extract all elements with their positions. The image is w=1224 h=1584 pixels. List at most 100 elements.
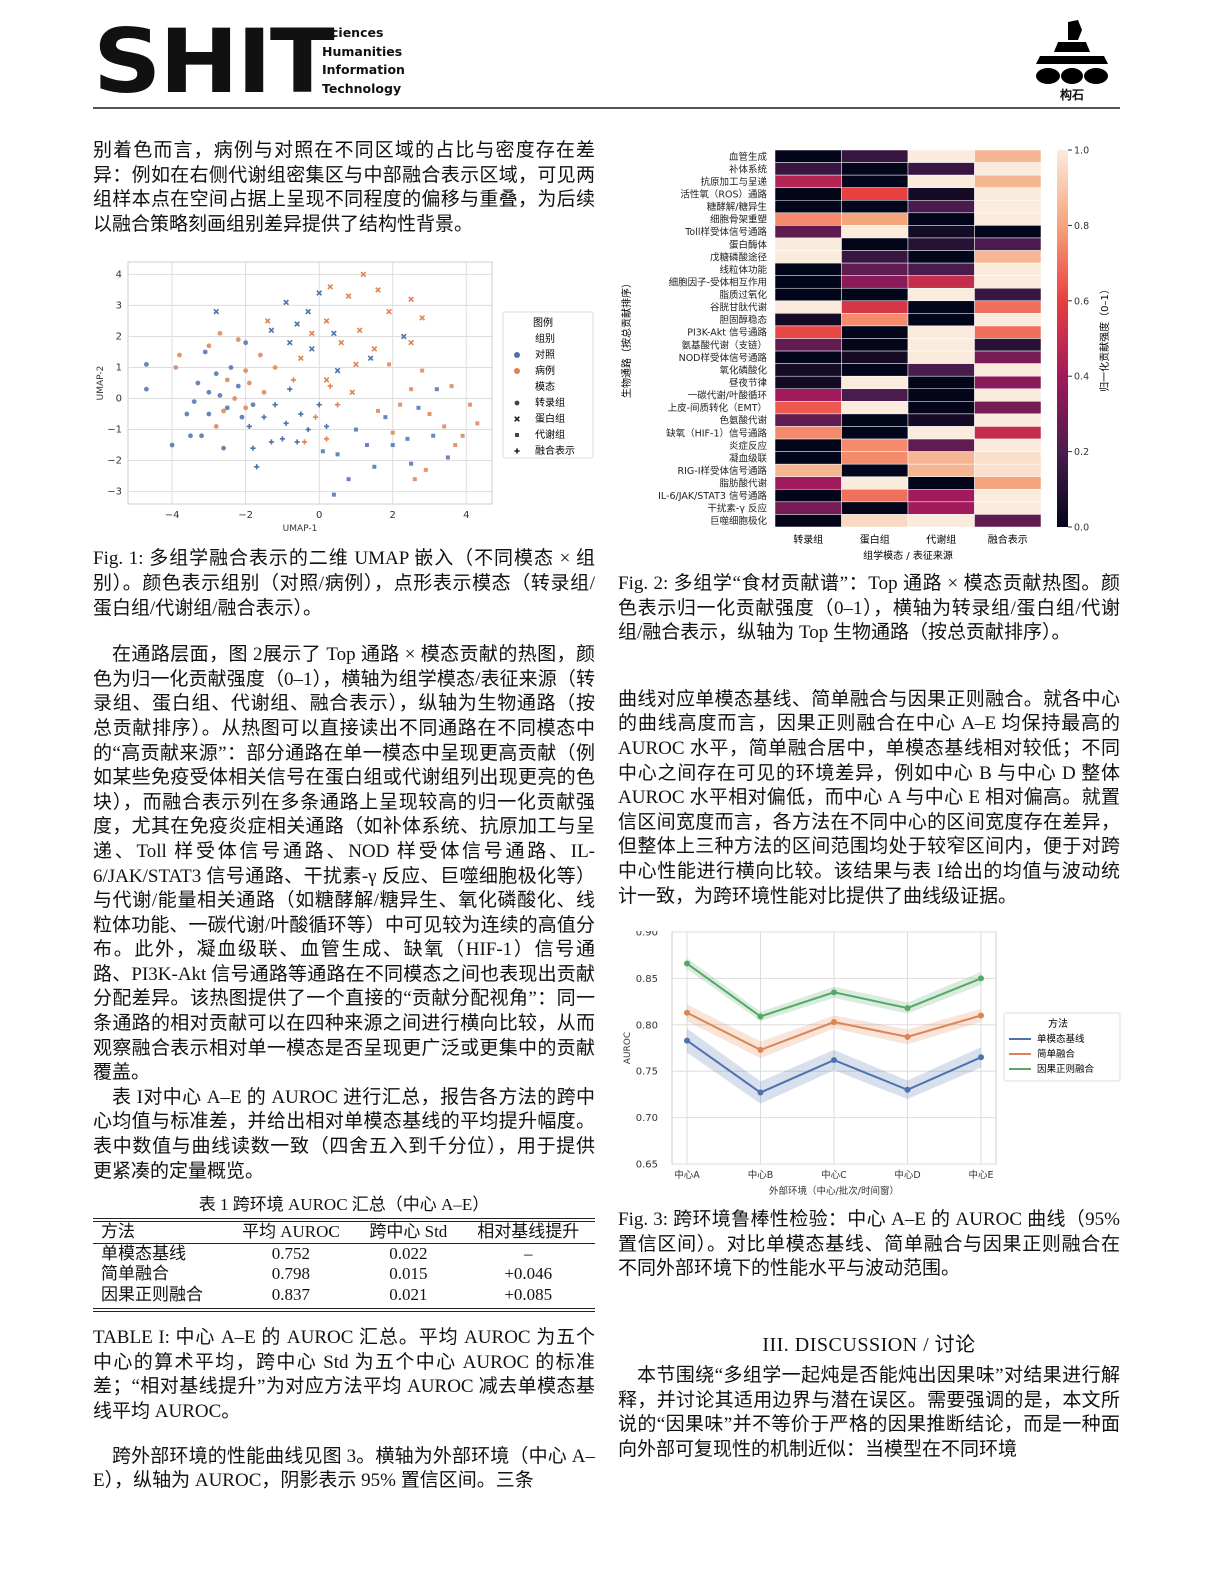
pathway-label: PI3K-Akt 信号通路: [687, 327, 767, 339]
scatter-point: [173, 365, 179, 371]
scatter-point: [217, 393, 223, 399]
heatmap-cell: [774, 300, 842, 314]
scatter-point: [206, 390, 212, 396]
scatter-point: [375, 287, 381, 294]
scatter-point: [323, 377, 330, 384]
heatmap-cell: [774, 174, 842, 188]
pathway-label: 活性氧（ROS）通路: [680, 188, 767, 200]
scatter-point: [254, 464, 260, 470]
scatter-point: [331, 330, 337, 337]
scatter-point: [202, 349, 208, 355]
scatter-point: [386, 309, 392, 315]
heatmap-cell: [974, 463, 1042, 477]
scatter-point: [475, 421, 480, 426]
pathway-label: 干扰素-γ 反应: [707, 503, 767, 515]
heatmap-cell: [774, 438, 842, 452]
scatter-point: [294, 439, 300, 445]
legend-group-title: 组别: [535, 332, 555, 345]
scatter-point: [199, 433, 204, 439]
plot-area: [127, 261, 493, 505]
heatmap-cell: [974, 338, 1042, 352]
scatter-point: [383, 415, 388, 420]
x-tick-label: 中心C: [821, 1169, 847, 1181]
legend-label: 因果正则融合: [1037, 1063, 1095, 1075]
y-tick-label: −3: [107, 487, 122, 498]
heatmap-cell: [907, 275, 975, 289]
scatter-point: [232, 396, 238, 402]
pathway-label: Toll样受体信号通路: [684, 226, 767, 238]
scatter-point: [331, 493, 336, 498]
journal-logo-words: Sciences Humanities Information Technolo…: [322, 24, 405, 98]
confidence-band: [687, 1004, 981, 1059]
heatmap-cell: [841, 401, 909, 415]
legend-label: 代谢组: [535, 428, 565, 441]
scatter-point: [345, 293, 352, 300]
scatter-point: [286, 340, 293, 346]
pathway-label: IL-6/JAK/STAT3 信号通路: [658, 490, 767, 502]
scatter-point: [390, 431, 395, 436]
pathway-heatmap-chart: 血管生成补体系统抗原加工与呈递活性氧（ROS）通路糖酵解/糖异生细胞骨架重塑To…: [620, 146, 1111, 563]
x-tick-label: 4: [463, 510, 469, 521]
x-axis-label: 外部环境（中心/批次/时间窗）: [769, 1185, 899, 1197]
colorbar-tick-label: 1.0: [1074, 146, 1089, 157]
scatter-point: [431, 434, 436, 439]
body-paragraph: 跨外部环境的性能曲线见图 3。横轴为外部环境（中心 A–E），纵轴为 AUROC…: [93, 1445, 595, 1492]
y-tick-label: −1: [107, 425, 122, 436]
heatmap-cell: [974, 200, 1042, 214]
body-paragraph: 本节围绕“多组学一起炖是否能炖出因果味”对结果进行解释，并讨论其适用边界与潜在误…: [618, 1364, 1120, 1460]
scatter-point: [206, 412, 212, 417]
heatmap-cell: [774, 476, 842, 490]
scatter-point: [364, 443, 369, 448]
heatmap-cell: [841, 489, 909, 503]
column-header: 方法: [93, 1222, 227, 1244]
heatmap-cell: [841, 514, 909, 528]
scatter-point: [213, 309, 220, 315]
gain-cell: –: [523, 1243, 533, 1263]
data-point: [684, 1037, 690, 1044]
heatmap-cell: [907, 451, 975, 465]
scatter-point: [243, 368, 249, 374]
heatmap-cell: [841, 275, 909, 289]
colorbar-tick-label: 0.8: [1074, 221, 1089, 232]
heatmap-cell: [774, 350, 842, 364]
scatter-point: [272, 365, 278, 371]
x-tick-label: 0: [316, 510, 322, 521]
scatter-point: [434, 387, 439, 392]
heatmap-cell: [774, 489, 842, 503]
heatmap-cell: [841, 451, 909, 465]
x-tick-label: 中心B: [748, 1169, 774, 1181]
scatter-point: [246, 380, 252, 386]
heatmap-cell: [907, 514, 975, 528]
column-header: 跨中心 Std: [355, 1222, 462, 1244]
journal-logo: SHIT: [93, 10, 335, 113]
stone-logo-caption: 构石: [1059, 88, 1084, 102]
scatter-point: [297, 355, 304, 362]
pathway-label: 细胞骨架重塑: [710, 214, 768, 226]
heatmap-cell: [774, 413, 842, 427]
heatmap-cell: [907, 463, 975, 477]
heatmap-cell: [974, 300, 1042, 314]
legend-title: 图例: [533, 316, 553, 329]
body-paragraph: 在通路层面，图 2展示了 Top 通路 × 模态贡献的热图，颜色为归一化贡献强度…: [93, 644, 595, 1084]
heatmap-cell: [841, 350, 909, 364]
scatter-point: [323, 318, 330, 325]
pathway-label: 线粒体功能: [719, 264, 767, 276]
legend-label: 对照: [535, 348, 555, 361]
heatmap-cell: [841, 375, 909, 390]
legend-label: 单模态基线: [1037, 1033, 1085, 1045]
pathway-label: 脂质过氧化: [719, 289, 767, 301]
legend-marker: [514, 416, 520, 423]
scatter-point: [243, 340, 249, 346]
y-tick-label: 0.85: [636, 974, 658, 985]
scatter-point: [338, 340, 345, 346]
heatmap-cell: [774, 250, 842, 264]
y-tick-label: 1: [116, 363, 122, 374]
y-axis-label: 生物通路（按总贡献排序）: [620, 278, 633, 398]
heatmap-cell: [974, 187, 1042, 201]
heatmap-cell: [974, 275, 1042, 289]
y-axis-label: AUROC: [623, 1032, 633, 1064]
heatmap-cell: [907, 212, 975, 226]
modality-label: 蛋白组: [860, 533, 890, 546]
heatmap-cell: [974, 262, 1042, 276]
heatmap-cell: [974, 212, 1042, 226]
